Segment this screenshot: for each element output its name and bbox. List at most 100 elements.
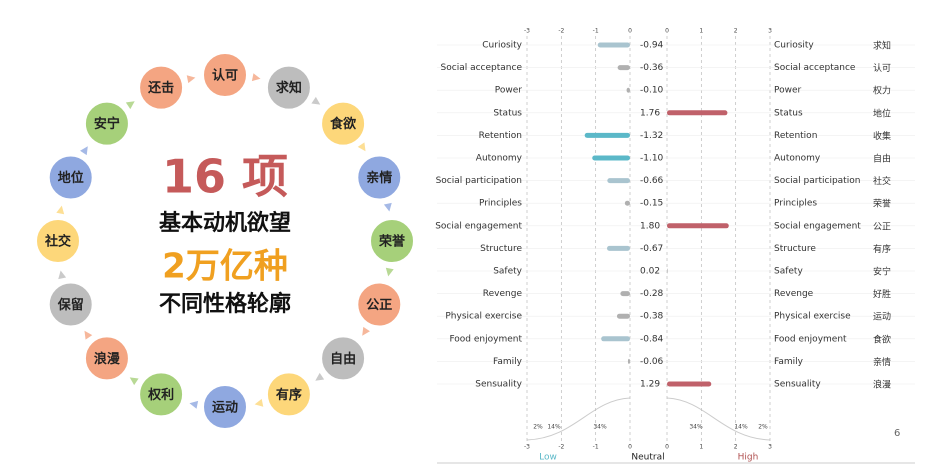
node-circle — [83, 100, 130, 147]
node-circle — [369, 218, 415, 264]
node-circle — [83, 335, 130, 382]
value-label: -0.67 — [640, 244, 663, 254]
category-label-zh: 有序 — [873, 243, 891, 255]
node-label: 认可 — [212, 68, 238, 84]
category-label-zh: 地位 — [873, 107, 891, 119]
arrow — [84, 330, 93, 340]
arrow — [251, 73, 261, 82]
bar — [584, 132, 630, 138]
x-tick-label: 0 — [628, 444, 632, 451]
value-label: 1.80 — [640, 221, 660, 231]
x-tick-label: -1 — [593, 444, 599, 451]
node-label: 浪漫 — [94, 351, 120, 367]
bar — [606, 245, 630, 251]
arrow — [125, 101, 135, 110]
category-label: Retention — [479, 131, 522, 141]
x-tick-label: -3 — [524, 28, 530, 35]
arrow — [58, 270, 67, 280]
category-label-zh: 食欲 — [873, 333, 891, 345]
bar — [597, 42, 630, 48]
category-label: Curiosity — [482, 41, 522, 51]
bar — [616, 313, 630, 319]
node-label: 荣誉 — [378, 234, 406, 250]
bar — [592, 155, 630, 161]
category-label-zh: 安宁 — [873, 266, 891, 278]
x-tick-label: 0 — [628, 28, 632, 35]
bar — [667, 381, 712, 387]
node-label: 有序 — [276, 387, 302, 403]
value-label: -1.32 — [640, 131, 663, 141]
node-circle — [202, 52, 248, 98]
page-number: 6 — [894, 428, 900, 439]
category-label: Family — [493, 357, 523, 367]
value-label: -0.66 — [640, 176, 664, 186]
category-label: Social acceptance — [774, 63, 856, 73]
bar — [620, 291, 630, 297]
category-label-zh: 求知 — [873, 40, 891, 52]
value-label: -0.06 — [640, 357, 664, 367]
category-label: Social participation — [436, 176, 522, 186]
node-label: 安宁 — [94, 116, 120, 132]
arrow — [254, 398, 264, 407]
x-label-mid: Neutral — [631, 453, 664, 463]
category-label-zh: 认可 — [873, 62, 891, 74]
distribution-curve — [666, 397, 771, 441]
center-caption: 不同性格轮廓 — [159, 291, 291, 317]
node-label: 社交 — [44, 234, 71, 250]
node-circle — [47, 281, 94, 328]
node-circle — [47, 154, 94, 201]
node-label: 权利 — [147, 387, 174, 403]
bar — [624, 200, 630, 206]
category-label-zh: 运动 — [873, 312, 891, 323]
x-tick-label: 0 — [665, 444, 669, 451]
node-circle — [265, 371, 312, 418]
category-label-zh: 浪漫 — [873, 379, 891, 391]
node-label: 求知 — [276, 80, 302, 96]
bar — [617, 65, 630, 71]
x-tick-label: 1 — [699, 28, 703, 35]
node-label: 还击 — [147, 80, 174, 96]
x-label-high: High — [738, 453, 759, 463]
distribution-label: 2% — [533, 424, 543, 431]
distribution-label: 14% — [547, 424, 561, 431]
category-label: Social engagement — [774, 221, 861, 231]
category-label-zh: 收集 — [873, 130, 891, 142]
bar — [667, 268, 668, 274]
center-subtitle: 基本动机欲望 — [159, 210, 291, 236]
x-tick-label: 0 — [665, 28, 669, 35]
value-label: -0.38 — [640, 312, 664, 322]
category-label: Social participation — [774, 176, 860, 186]
category-label: Principles — [479, 199, 522, 209]
node-label: 保留 — [57, 297, 84, 313]
bar — [667, 110, 728, 116]
category-label-zh: 自由 — [873, 153, 891, 165]
x-tick-label: -3 — [524, 444, 530, 451]
x-tick-label: 3 — [768, 28, 772, 35]
value-label: -0.84 — [640, 334, 664, 344]
category-label: Retention — [774, 131, 817, 141]
category-label: Social engagement — [435, 221, 522, 231]
arrow — [362, 326, 370, 336]
category-label-zh: 好胜 — [873, 288, 891, 300]
distribution-label: 34% — [689, 424, 703, 431]
bar — [607, 178, 630, 184]
arrow — [383, 202, 392, 212]
category-label: Power — [495, 86, 523, 96]
node-circle — [265, 64, 312, 111]
node-circle — [356, 154, 403, 201]
category-label: Revenge — [774, 289, 814, 299]
node-label: 亲情 — [366, 170, 392, 186]
node-circle — [138, 64, 185, 111]
category-label-zh: 公正 — [873, 221, 891, 232]
x-tick-label: 2 — [734, 444, 738, 451]
value-label: -0.10 — [640, 86, 664, 96]
arrow — [80, 146, 88, 156]
x-tick-label: 3 — [768, 444, 772, 451]
category-label: Structure — [480, 244, 522, 254]
value-label: -1.10 — [640, 154, 664, 164]
x-tick-label: -2 — [558, 28, 564, 35]
category-label: Food enjoyment — [449, 334, 522, 344]
node-label: 地位 — [58, 170, 84, 186]
distribution-label: 34% — [593, 424, 607, 431]
